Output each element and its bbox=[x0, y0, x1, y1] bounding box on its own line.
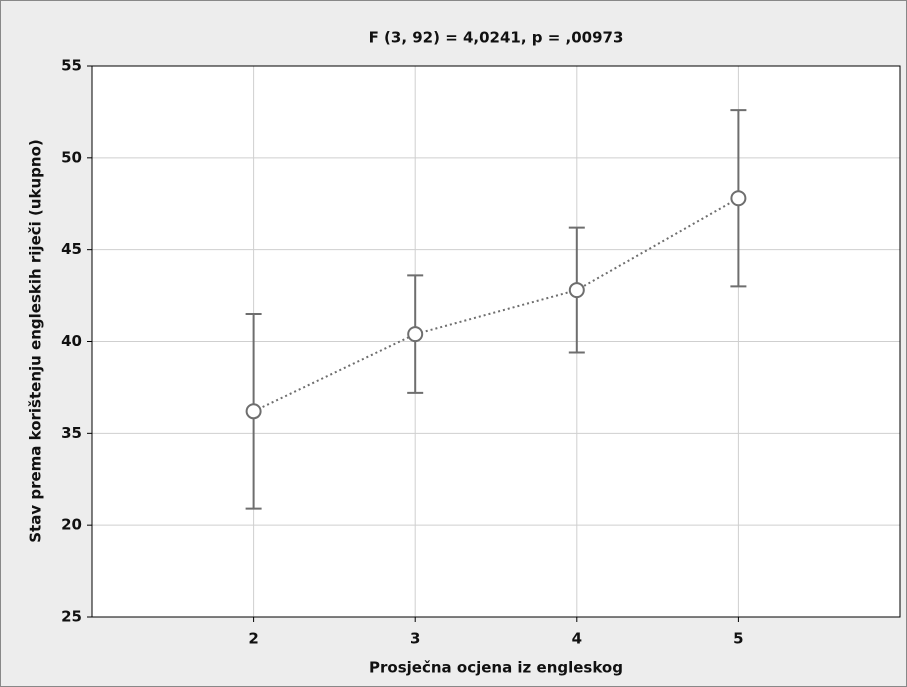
x-tick-label: 4 bbox=[572, 630, 582, 648]
y-tick-label: 45 bbox=[61, 240, 82, 258]
point bbox=[568, 282, 585, 299]
y-tick-label: 55 bbox=[61, 57, 82, 75]
y-tick-label: 35 bbox=[61, 424, 82, 442]
point bbox=[730, 190, 747, 207]
x-tick-label: 3 bbox=[410, 630, 420, 648]
point bbox=[407, 326, 424, 343]
y-tick-label: 40 bbox=[61, 332, 82, 350]
point bbox=[245, 403, 262, 420]
x-tick-label: 5 bbox=[733, 630, 743, 648]
y-axis-label: Stav prema korištenju engleskih riječi (… bbox=[27, 139, 45, 543]
x-tick-label: 2 bbox=[248, 630, 258, 648]
y-tick-label: 20 bbox=[61, 516, 82, 534]
y-tick-label: 50 bbox=[61, 148, 82, 166]
chart-title: F (3, 92) = 4,0241, p = ,00973 bbox=[369, 29, 624, 47]
plot-border bbox=[91, 65, 901, 618]
y-tick-label: 25 bbox=[61, 608, 82, 626]
x-axis-label: Prosječna ocjena iz engleskog bbox=[369, 659, 623, 677]
